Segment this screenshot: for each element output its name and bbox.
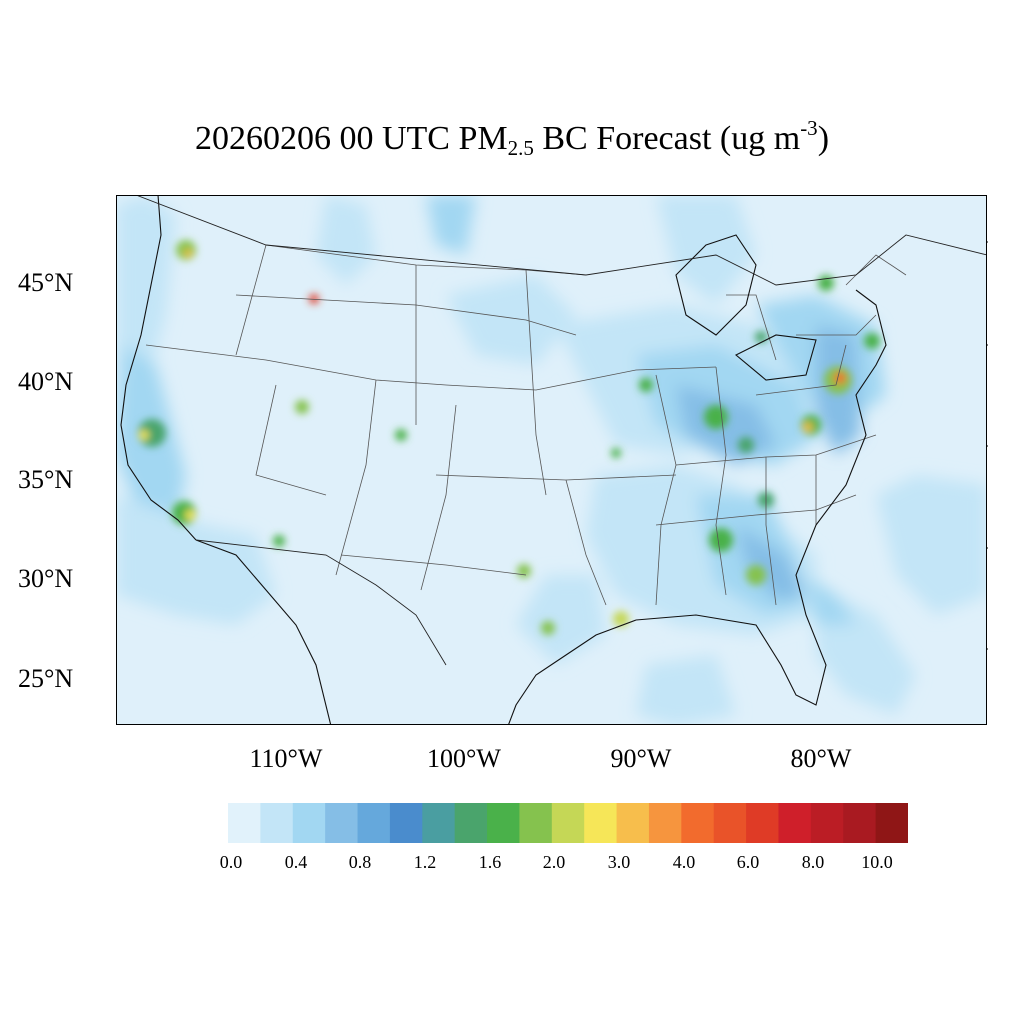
- lat-label-25: 25°N: [18, 664, 74, 693]
- colorbar-label-9: 8.0: [801, 852, 825, 872]
- map-title: 20260206 00 UTC PM2.5 BC Forecast (ug m-…: [194, 116, 830, 160]
- lon-label-100w: 100°W: [427, 744, 501, 773]
- lon-label-110w: 110°W: [249, 744, 323, 773]
- colorbar-swatch: [551, 803, 585, 843]
- colorbar-swatch: [778, 803, 812, 843]
- colorbar-swatch: [519, 803, 553, 843]
- colorbar-label-3: 1.2: [413, 852, 437, 872]
- colorbar-label-10: 10.0: [861, 852, 893, 872]
- colorbar-swatch: [648, 803, 682, 843]
- hotspot-sf-bay: [138, 419, 166, 447]
- state-boundaries: [145, 244, 907, 606]
- colorbar-swatch: [584, 803, 618, 843]
- hotspot-houston: [517, 564, 531, 578]
- colorbar-swatch: [843, 803, 877, 843]
- colorbar-swatch: [260, 803, 294, 843]
- lat-label-45: 45°N: [18, 268, 74, 297]
- hotspot-atlanta: [709, 528, 733, 552]
- colorbar-swatch: [746, 803, 780, 843]
- colorbar-label-7: 4.0: [672, 852, 696, 872]
- lat-label-30: 30°N: [18, 564, 74, 593]
- colorbar-label-8: 6.0: [736, 852, 760, 872]
- colorbar-swatch: [325, 803, 359, 843]
- country-borders: [135, 195, 987, 666]
- colorbar-swatch: [681, 803, 715, 843]
- lat-label-35: 35°N: [18, 465, 74, 494]
- colorbar-swatch: [616, 803, 650, 843]
- colorbar-swatch: [875, 803, 908, 843]
- colorbar-label-4: 1.6: [478, 852, 502, 872]
- hotspot-layer: [138, 240, 880, 635]
- colorbar-label-6: 3.0: [607, 852, 631, 872]
- colorbar-label-1: 0.4: [284, 852, 308, 872]
- concentration-field: [116, 195, 987, 725]
- coastlines: [120, 195, 887, 725]
- colorbar-swatch: [292, 803, 326, 843]
- colorbar-swatch: [810, 803, 844, 843]
- map-frame: [116, 195, 987, 725]
- colorbar-swatch: [389, 803, 423, 843]
- colorbar-swatch: [454, 803, 488, 843]
- colorbar-swatch: [357, 803, 391, 843]
- colorbar-label-2: 0.8: [348, 852, 372, 872]
- colorbar-swatch: [228, 803, 261, 843]
- colorbar-swatch: [713, 803, 747, 843]
- colorbar: [228, 803, 908, 843]
- colorbar-label-5: 2.0: [542, 852, 566, 872]
- colorbar-swatch: [422, 803, 456, 843]
- colorbar-swatch: [487, 803, 521, 843]
- forecast-map: [116, 195, 988, 725]
- colorbar-label-0: 0.0: [219, 852, 243, 872]
- lon-label-90w: 90°W: [610, 744, 672, 773]
- lon-label-80w: 80°W: [790, 744, 852, 773]
- lat-label-40: 40°N: [18, 367, 74, 396]
